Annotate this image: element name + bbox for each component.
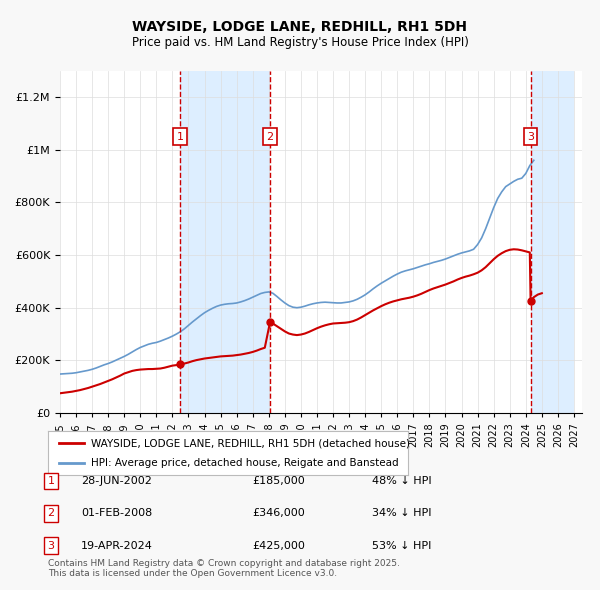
Text: 28-JUN-2002: 28-JUN-2002 (81, 476, 152, 486)
Text: WAYSIDE, LODGE LANE, REDHILL, RH1 5DH (detached house): WAYSIDE, LODGE LANE, REDHILL, RH1 5DH (d… (91, 439, 410, 449)
Text: £346,000: £346,000 (252, 509, 305, 518)
Text: 2: 2 (47, 509, 55, 518)
Text: £425,000: £425,000 (252, 541, 305, 550)
Text: 48% ↓ HPI: 48% ↓ HPI (372, 476, 431, 486)
Text: 1: 1 (47, 476, 55, 486)
Bar (530, 71, 574, 413)
Text: 2: 2 (266, 132, 274, 142)
Text: 34% ↓ HPI: 34% ↓ HPI (372, 509, 431, 518)
Text: WAYSIDE, LODGE LANE, REDHILL, RH1 5DH: WAYSIDE, LODGE LANE, REDHILL, RH1 5DH (133, 19, 467, 34)
Text: HPI: Average price, detached house, Reigate and Banstead: HPI: Average price, detached house, Reig… (91, 458, 399, 468)
Text: 3: 3 (47, 541, 55, 550)
Text: 1: 1 (177, 132, 184, 142)
Text: 01-FEB-2008: 01-FEB-2008 (81, 509, 152, 518)
Text: £185,000: £185,000 (252, 476, 305, 486)
Text: 3: 3 (527, 132, 534, 142)
Text: 19-APR-2024: 19-APR-2024 (81, 541, 153, 550)
Text: Contains HM Land Registry data © Crown copyright and database right 2025.
This d: Contains HM Land Registry data © Crown c… (48, 559, 400, 578)
Text: Price paid vs. HM Land Registry's House Price Index (HPI): Price paid vs. HM Land Registry's House … (131, 36, 469, 49)
Text: 53% ↓ HPI: 53% ↓ HPI (372, 541, 431, 550)
Bar (181, 71, 270, 413)
